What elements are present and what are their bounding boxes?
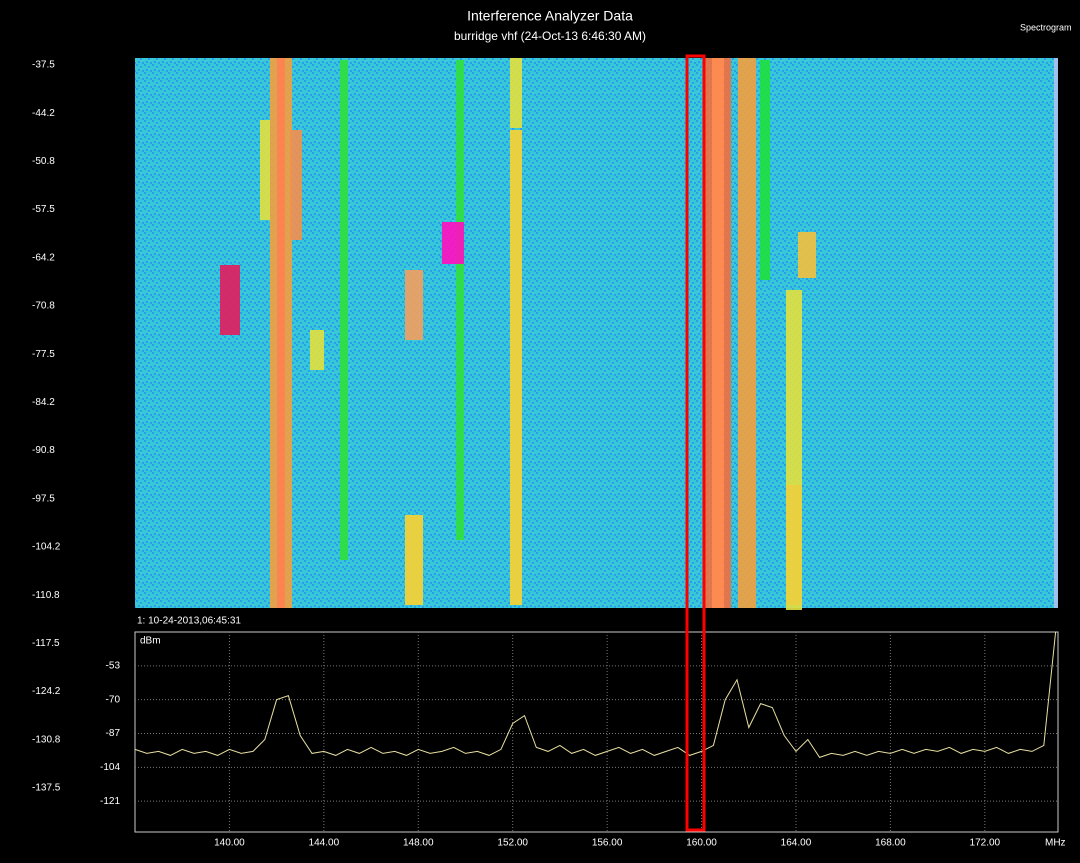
scale-label: -64.2 (32, 252, 55, 263)
spectrogram-band (442, 222, 464, 264)
y-tick-label: -70 (106, 694, 121, 705)
y-tick-label: -87 (106, 728, 121, 739)
x-tick-label: 144.00 (309, 838, 340, 849)
scale-label: -84.2 (32, 397, 55, 408)
subtitle: burridge vhf (24-Oct-13 6:46:30 AM) (454, 29, 646, 43)
spectrogram-band (290, 130, 302, 240)
scale-label: -137.5 (32, 783, 61, 794)
scale-label: -57.5 (32, 204, 55, 215)
spectrogram-edge (1054, 58, 1058, 608)
spectrogram-band (510, 130, 522, 440)
spectrogram-band (456, 60, 464, 540)
scale-label: -90.8 (32, 445, 55, 456)
mode-label: Spectrogram (1020, 22, 1072, 32)
y-tick-label: -53 (106, 660, 121, 671)
scale-label: -104.2 (32, 542, 61, 553)
scale-label: -110.8 (32, 590, 60, 601)
spectrogram-band (405, 270, 423, 340)
spectrum-line (134, 631, 1057, 758)
scale-label: -37.5 (32, 60, 55, 71)
spectrogram (135, 58, 1058, 610)
x-tick-label: 152.00 (497, 838, 528, 849)
spectrogram-band (260, 120, 270, 220)
spectrogram-band (510, 440, 522, 605)
title: Interference Analyzer Data (467, 8, 633, 24)
x-axis-label: MHz (1045, 838, 1066, 849)
scale-label: -50.8 (32, 156, 55, 167)
spectrum-frame (134, 631, 1059, 833)
spectrogram-band (310, 330, 324, 370)
scale-label: -44.2 (32, 108, 55, 119)
spectrogram-band (510, 58, 522, 128)
scale-label: -124.2 (32, 686, 61, 697)
spectrogram-band (786, 485, 802, 605)
spectrogram-band (738, 58, 756, 608)
spectrogram-band (798, 232, 816, 278)
y-tick-label: -104 (100, 762, 120, 773)
spectrogram-band (405, 515, 423, 605)
scale-label: -97.5 (32, 493, 55, 504)
spectrogram-band (712, 58, 724, 608)
x-tick-label: 140.00 (214, 838, 245, 849)
selection-box[interactable] (685, 54, 706, 832)
spectrogram-band (277, 58, 285, 608)
spectrogram-band (220, 265, 240, 335)
scale-label: -77.5 (32, 349, 55, 360)
y-axis-label: dBm (140, 636, 161, 647)
spectrogram-band (340, 60, 348, 560)
spectrogram-band (760, 60, 770, 280)
x-tick-label: 156.00 (592, 838, 623, 849)
y-tick-label: -121 (100, 796, 120, 807)
x-tick-label: 148.00 (403, 838, 434, 849)
scale-label: -70.8 (32, 301, 55, 312)
x-tick-label: 168.00 (875, 838, 906, 849)
timestamp: 1: 10-24-2013,06:45:31 (137, 616, 241, 627)
x-tick-label: 164.00 (781, 838, 812, 849)
scale-label: -117.5 (32, 638, 60, 649)
x-tick-label: 160.00 (686, 838, 717, 849)
x-tick-label: 172.00 (970, 838, 1001, 849)
scale-label: -130.8 (32, 734, 61, 745)
